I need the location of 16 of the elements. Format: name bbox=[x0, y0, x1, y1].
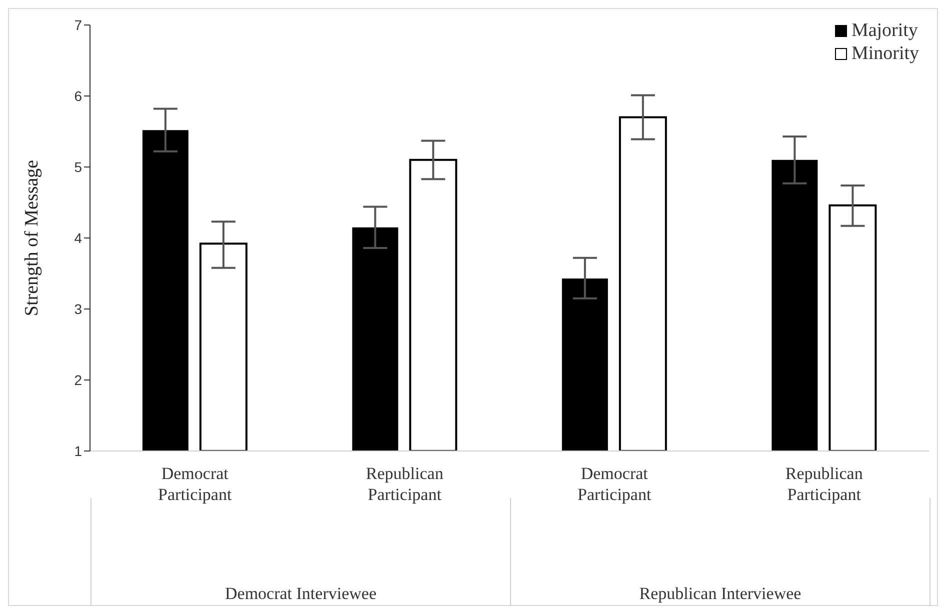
y-tick-label: 6 bbox=[74, 88, 82, 104]
legend-label: Majority bbox=[851, 20, 918, 42]
x-tick-label: Republican Participant bbox=[785, 464, 864, 504]
legend-label: Minority bbox=[851, 42, 919, 64]
x-tick-label: Democrat Participant bbox=[158, 464, 232, 504]
y-tick-label: 5 bbox=[74, 158, 82, 175]
y-tick-label: 2 bbox=[74, 372, 82, 388]
x-tick-label: Republican Participant bbox=[366, 464, 444, 504]
y-tick-label: 3 bbox=[74, 300, 82, 317]
x-tick-label: Democrat Participant bbox=[578, 464, 652, 504]
y-tick-label: 1 bbox=[74, 442, 82, 459]
y-tick-label: 4 bbox=[74, 230, 82, 246]
text: Republican Interviewee bbox=[639, 584, 802, 603]
text: Democrat Interviewee bbox=[225, 584, 376, 603]
y-tick-label: 7 bbox=[74, 16, 82, 33]
y-axis-title: Strength of Message bbox=[22, 160, 43, 316]
